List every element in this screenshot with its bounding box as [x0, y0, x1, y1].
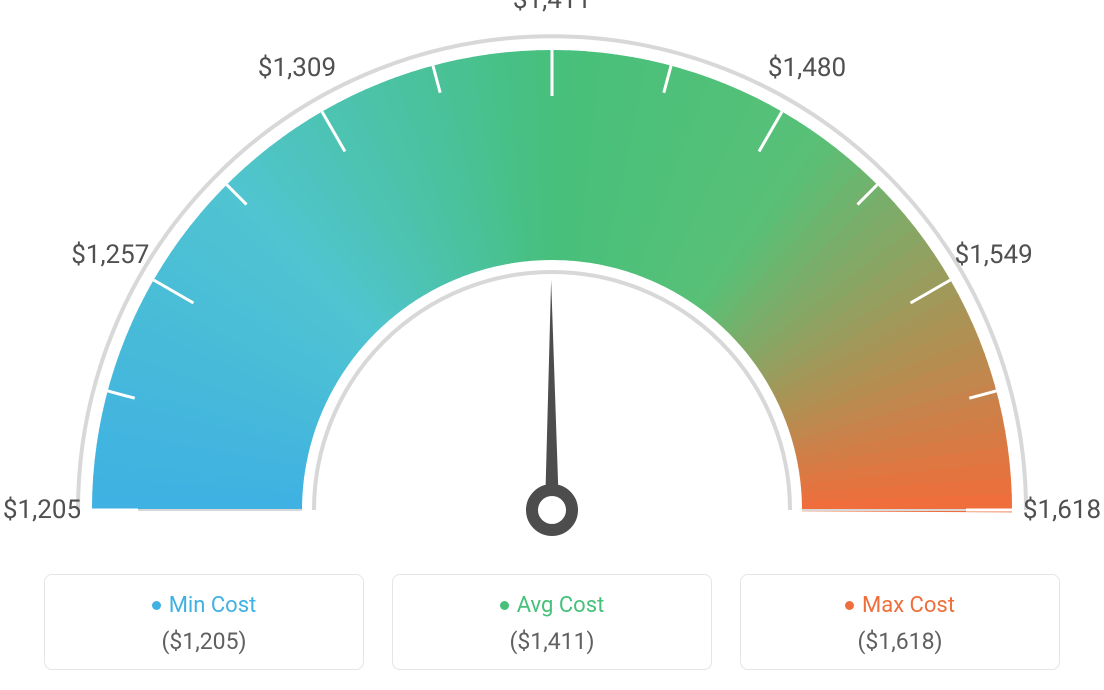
max-dot-icon — [845, 601, 854, 610]
avg-cost-card: Avg Cost ($1,411) — [392, 574, 712, 670]
chart-container: $1,205 $1,257 $1,309 $1,411 $1,480 $1,549 $1,6… — [0, 0, 1104, 690]
avg-dot-icon — [500, 601, 509, 610]
gauge-tick-label: $1,257 — [71, 240, 149, 270]
avg-cost-label-row: Avg Cost — [403, 593, 701, 618]
gauge-tick-label: $1,205 — [3, 495, 81, 525]
min-cost-value: ($1,205) — [55, 628, 353, 655]
max-cost-label: Max Cost — [862, 593, 955, 618]
gauge-area: $1,205 $1,257 $1,309 $1,411 $1,480 $1,549 $1,6… — [0, 0, 1104, 560]
gauge-tick-label: $1,549 — [955, 240, 1033, 270]
gauge-tick-label: $1,618 — [1023, 495, 1101, 525]
gauge-tick-label: $1,309 — [258, 53, 336, 83]
stats-row: Min Cost ($1,205) Avg Cost ($1,411) Max … — [0, 574, 1104, 670]
avg-cost-label: Avg Cost — [517, 593, 605, 618]
min-cost-label: Min Cost — [169, 593, 257, 618]
min-cost-label-row: Min Cost — [55, 593, 353, 618]
min-cost-card: Min Cost ($1,205) — [44, 574, 364, 670]
max-cost-value: ($1,618) — [751, 628, 1049, 655]
gauge-svg — [0, 0, 1104, 560]
max-cost-card: Max Cost ($1,618) — [740, 574, 1060, 670]
gauge-tick-label: $1,411 — [513, 0, 591, 15]
gauge-tick-label: $1,480 — [768, 53, 846, 83]
max-cost-label-row: Max Cost — [751, 593, 1049, 618]
min-dot-icon — [152, 601, 161, 610]
avg-cost-value: ($1,411) — [403, 628, 701, 655]
